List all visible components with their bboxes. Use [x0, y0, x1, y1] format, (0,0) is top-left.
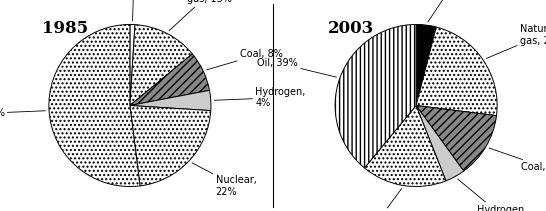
Wedge shape	[130, 106, 211, 186]
Text: Hydrogen,
4%: Hydrogen, 4%	[215, 87, 306, 108]
Wedge shape	[130, 24, 135, 106]
Text: Other
renewable
, 1%: Other renewable , 1%	[109, 0, 159, 21]
Text: Coal, 13%: Coal, 13%	[489, 148, 546, 172]
Wedge shape	[416, 106, 496, 171]
Text: Coal, 8%: Coal, 8%	[206, 49, 283, 70]
Text: Natural
gas, 13%: Natural gas, 13%	[169, 0, 232, 31]
Wedge shape	[416, 106, 464, 181]
Text: Natural
gas, 23%: Natural gas, 23%	[486, 24, 546, 58]
Wedge shape	[416, 27, 497, 116]
Text: 1985: 1985	[42, 20, 88, 37]
Wedge shape	[130, 25, 192, 106]
Text: Other
renewable
, 4%: Other renewable , 4%	[428, 0, 483, 22]
Text: Oil, 39%: Oil, 39%	[257, 58, 336, 77]
Text: 2003: 2003	[328, 20, 375, 37]
Wedge shape	[130, 90, 211, 111]
Wedge shape	[335, 24, 416, 168]
Wedge shape	[416, 24, 436, 106]
Wedge shape	[365, 106, 446, 187]
Text: Nuclear,
17%: Nuclear, 17%	[357, 189, 402, 211]
Text: Nuclear,
22%: Nuclear, 22%	[192, 163, 257, 197]
Text: Hydrogen,
4%: Hydrogen, 4%	[458, 179, 527, 211]
Wedge shape	[49, 24, 140, 187]
Text: Oil, 52%: Oil, 52%	[0, 108, 45, 118]
Wedge shape	[130, 54, 210, 106]
